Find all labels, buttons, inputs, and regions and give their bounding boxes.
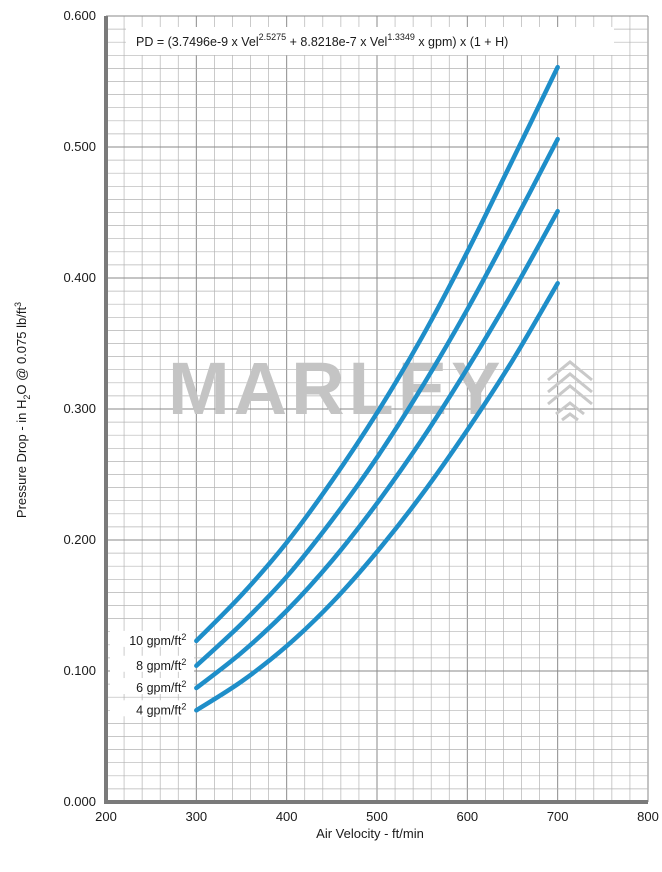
formula-box: PD = (3.7496e-9 x Vel2.5275 + 8.8218e-7 … bbox=[126, 27, 614, 55]
y-tick-label: 0.100 bbox=[63, 663, 96, 678]
series-label-bg bbox=[110, 630, 194, 647]
x-tick-label: 300 bbox=[185, 809, 207, 824]
x-tick-label: 200 bbox=[95, 809, 117, 824]
formula-text: PD = (3.7496e-9 x Vel2.5275 + 8.8218e-7 … bbox=[136, 32, 508, 49]
x-tick-label: 500 bbox=[366, 809, 388, 824]
y-tick-labels: 0.000 0.100 0.200 0.300 0.400 0.500 0.600 bbox=[63, 8, 96, 809]
series-labels: 10 gpm/ft2 8 gpm/ft2 6 gpm/ft2 4 gpm/ft2 bbox=[110, 630, 194, 717]
series-label-4: 4 gpm/ft2 bbox=[136, 701, 186, 717]
series-line-4 bbox=[194, 280, 560, 713]
marley-watermark: MARLEY bbox=[168, 347, 593, 430]
chart-axes bbox=[104, 16, 648, 804]
series-line-2 bbox=[194, 136, 560, 669]
y-tick-label: 0.200 bbox=[63, 532, 96, 547]
chart-grid bbox=[105, 15, 649, 803]
series-line-1 bbox=[194, 64, 560, 644]
y-tick-label: 0.400 bbox=[63, 270, 96, 285]
series-label-3: 6 gpm/ft2 bbox=[136, 679, 186, 695]
x-tick-label: 400 bbox=[276, 809, 298, 824]
series-label-1: 10 gpm/ft2 bbox=[129, 632, 186, 648]
x-tick-label: 600 bbox=[456, 809, 478, 824]
chart-series bbox=[194, 64, 560, 713]
x-tick-label: 800 bbox=[637, 809, 659, 824]
series-line-3 bbox=[194, 208, 560, 691]
series-label-2: 8 gpm/ft2 bbox=[136, 657, 186, 673]
series-label-bg bbox=[110, 655, 194, 672]
y-tick-label: 0.300 bbox=[63, 401, 96, 416]
watermark-text: MARLEY bbox=[168, 347, 504, 430]
y-tick-label: 0.500 bbox=[63, 139, 96, 154]
x-tick-labels: 200 300 400 500 600 700 800 bbox=[95, 809, 659, 824]
x-axis-title: Air Velocity - ft/min bbox=[316, 826, 424, 841]
y-tick-label: 0.600 bbox=[63, 8, 96, 23]
y-tick-label: 0.000 bbox=[63, 794, 96, 809]
series-label-bg bbox=[110, 678, 194, 695]
x-tick-label: 700 bbox=[547, 809, 569, 824]
marley-logo-icon bbox=[547, 360, 593, 422]
series-label-bg bbox=[110, 700, 194, 717]
y-axis-title: Pressure Drop - in H2O @ 0.075 lb/ft3 bbox=[13, 302, 32, 518]
